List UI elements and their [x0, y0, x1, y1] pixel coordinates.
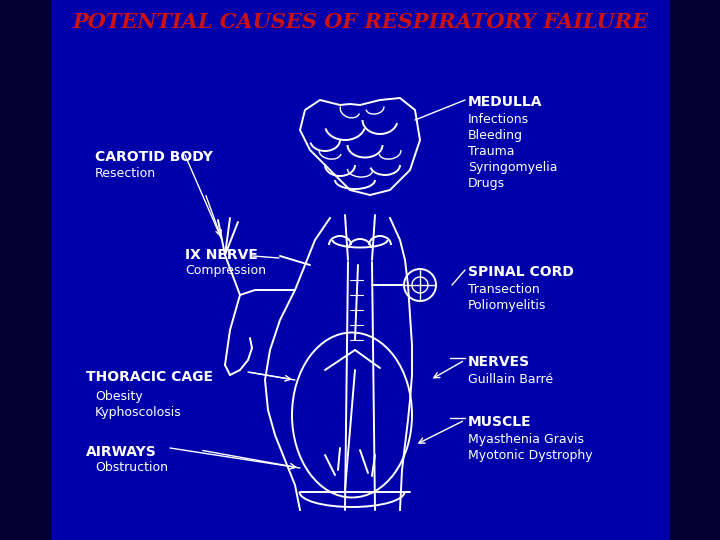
Text: NERVES: NERVES — [468, 355, 530, 369]
Text: Syringomyelia: Syringomyelia — [468, 161, 557, 174]
Text: Compression: Compression — [185, 264, 266, 277]
Text: Myotonic Dystrophy: Myotonic Dystrophy — [468, 449, 593, 462]
Text: Myasthenia Gravis: Myasthenia Gravis — [468, 433, 584, 446]
Text: Obstruction: Obstruction — [95, 461, 168, 474]
Text: Transection: Transection — [468, 283, 540, 296]
Text: Drugs: Drugs — [468, 177, 505, 190]
Text: Poliomyelitis: Poliomyelitis — [468, 299, 546, 312]
Text: MEDULLA: MEDULLA — [468, 95, 542, 109]
Text: SPINAL CORD: SPINAL CORD — [468, 265, 574, 279]
Text: Resection: Resection — [95, 167, 156, 180]
Text: Obesity: Obesity — [95, 390, 143, 403]
Text: Bleeding: Bleeding — [468, 129, 523, 142]
Text: Infections: Infections — [468, 113, 529, 126]
Text: MUSCLE: MUSCLE — [468, 415, 531, 429]
Text: AIRWAYS: AIRWAYS — [86, 445, 157, 459]
Text: IX NERVE: IX NERVE — [185, 248, 258, 262]
Text: Guillain Barré: Guillain Barré — [468, 373, 553, 386]
Text: POTENTIAL CAUSES OF RESPIRATORY FAILURE: POTENTIAL CAUSES OF RESPIRATORY FAILURE — [72, 12, 648, 32]
Text: Trauma: Trauma — [468, 145, 515, 158]
Text: THORACIC CAGE: THORACIC CAGE — [86, 370, 213, 384]
Text: CAROTID BODY: CAROTID BODY — [95, 150, 213, 164]
Text: Kyphoscolosis: Kyphoscolosis — [95, 406, 181, 419]
